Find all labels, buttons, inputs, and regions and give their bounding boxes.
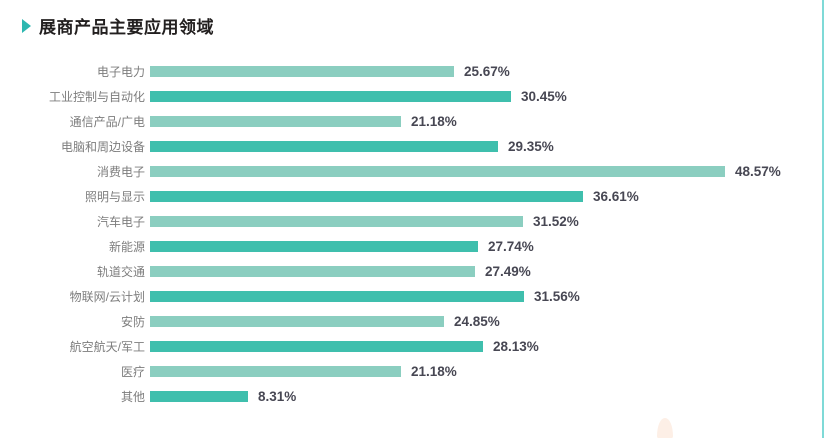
chart-row: 新能源 27.74% <box>0 234 826 259</box>
chart-row: 物联网/云计划 31.56% <box>0 284 826 309</box>
value-label: 28.13% <box>493 339 539 354</box>
chart-row: 消费电子 48.57% <box>0 159 826 184</box>
category-label: 消费电子 <box>96 165 145 179</box>
value-label: 48.57% <box>735 164 781 179</box>
value-label: 29.35% <box>508 139 554 154</box>
chart-row: 工业控制与自动化 30.45% <box>0 84 826 109</box>
bar <box>150 91 511 102</box>
bar <box>150 166 725 177</box>
category-label: 新能源 <box>108 240 145 254</box>
category-label: 通信产品/广电 <box>69 115 145 129</box>
bar <box>150 266 475 277</box>
value-label: 30.45% <box>521 89 567 104</box>
value-label: 27.49% <box>485 264 531 279</box>
bar <box>150 391 248 402</box>
bar <box>150 291 524 302</box>
bar <box>150 316 444 327</box>
category-label: 轨道交通 <box>96 265 145 279</box>
chart-header: 展商产品主要应用领域 <box>22 13 214 38</box>
page-title: 展商产品主要应用领域 <box>39 18 214 37</box>
bar <box>150 241 478 252</box>
category-label: 安防 <box>120 315 145 329</box>
value-label: 21.18% <box>411 114 457 129</box>
value-label: 36.61% <box>593 189 639 204</box>
category-label: 工业控制与自动化 <box>48 90 145 104</box>
bar <box>150 341 483 352</box>
bar <box>150 66 454 77</box>
title-triangle-icon <box>22 18 31 33</box>
category-label: 电脑和周边设备 <box>60 140 145 154</box>
bar <box>150 141 498 152</box>
chart-row: 汽车电子 31.52% <box>0 209 826 234</box>
bar <box>150 116 401 127</box>
chart-row: 轨道交通 27.49% <box>0 259 826 284</box>
chart-row: 其他 8.31% <box>0 384 826 409</box>
category-label: 航空航天/军工 <box>69 340 145 354</box>
value-label: 25.67% <box>464 64 510 79</box>
chart-row: 电子电力 25.67% <box>0 59 826 84</box>
chart-row: 照明与显示 36.61% <box>0 184 826 209</box>
chart-row: 航空航天/军工 28.13% <box>0 334 826 359</box>
chart-row: 安防 24.85% <box>0 309 826 334</box>
value-label: 8.31% <box>258 389 297 404</box>
page-edge-accent-line <box>822 0 824 438</box>
category-label: 电子电力 <box>96 65 145 79</box>
bar <box>150 216 523 227</box>
value-label: 24.85% <box>454 314 500 329</box>
bar <box>150 191 583 202</box>
value-label: 21.18% <box>411 364 457 379</box>
category-label: 物联网/云计划 <box>69 290 145 304</box>
value-label: 31.52% <box>533 214 579 229</box>
bar <box>150 366 401 377</box>
peach-decorative-shape <box>657 418 673 438</box>
chart-row: 电脑和周边设备 29.35% <box>0 134 826 159</box>
chart-row: 医疗 21.18% <box>0 359 826 384</box>
category-label: 照明与显示 <box>84 190 145 204</box>
category-label: 其他 <box>120 390 145 404</box>
value-label: 27.74% <box>488 239 534 254</box>
category-label: 汽车电子 <box>96 215 145 229</box>
category-label: 医疗 <box>120 365 145 379</box>
chart-row: 通信产品/广电 21.18% <box>0 109 826 134</box>
value-label: 31.56% <box>534 289 580 304</box>
horizontal-bar-chart: 电子电力 25.67% 工业控制与自动化 30.45% 通信产品/广电 21.1… <box>0 59 826 409</box>
